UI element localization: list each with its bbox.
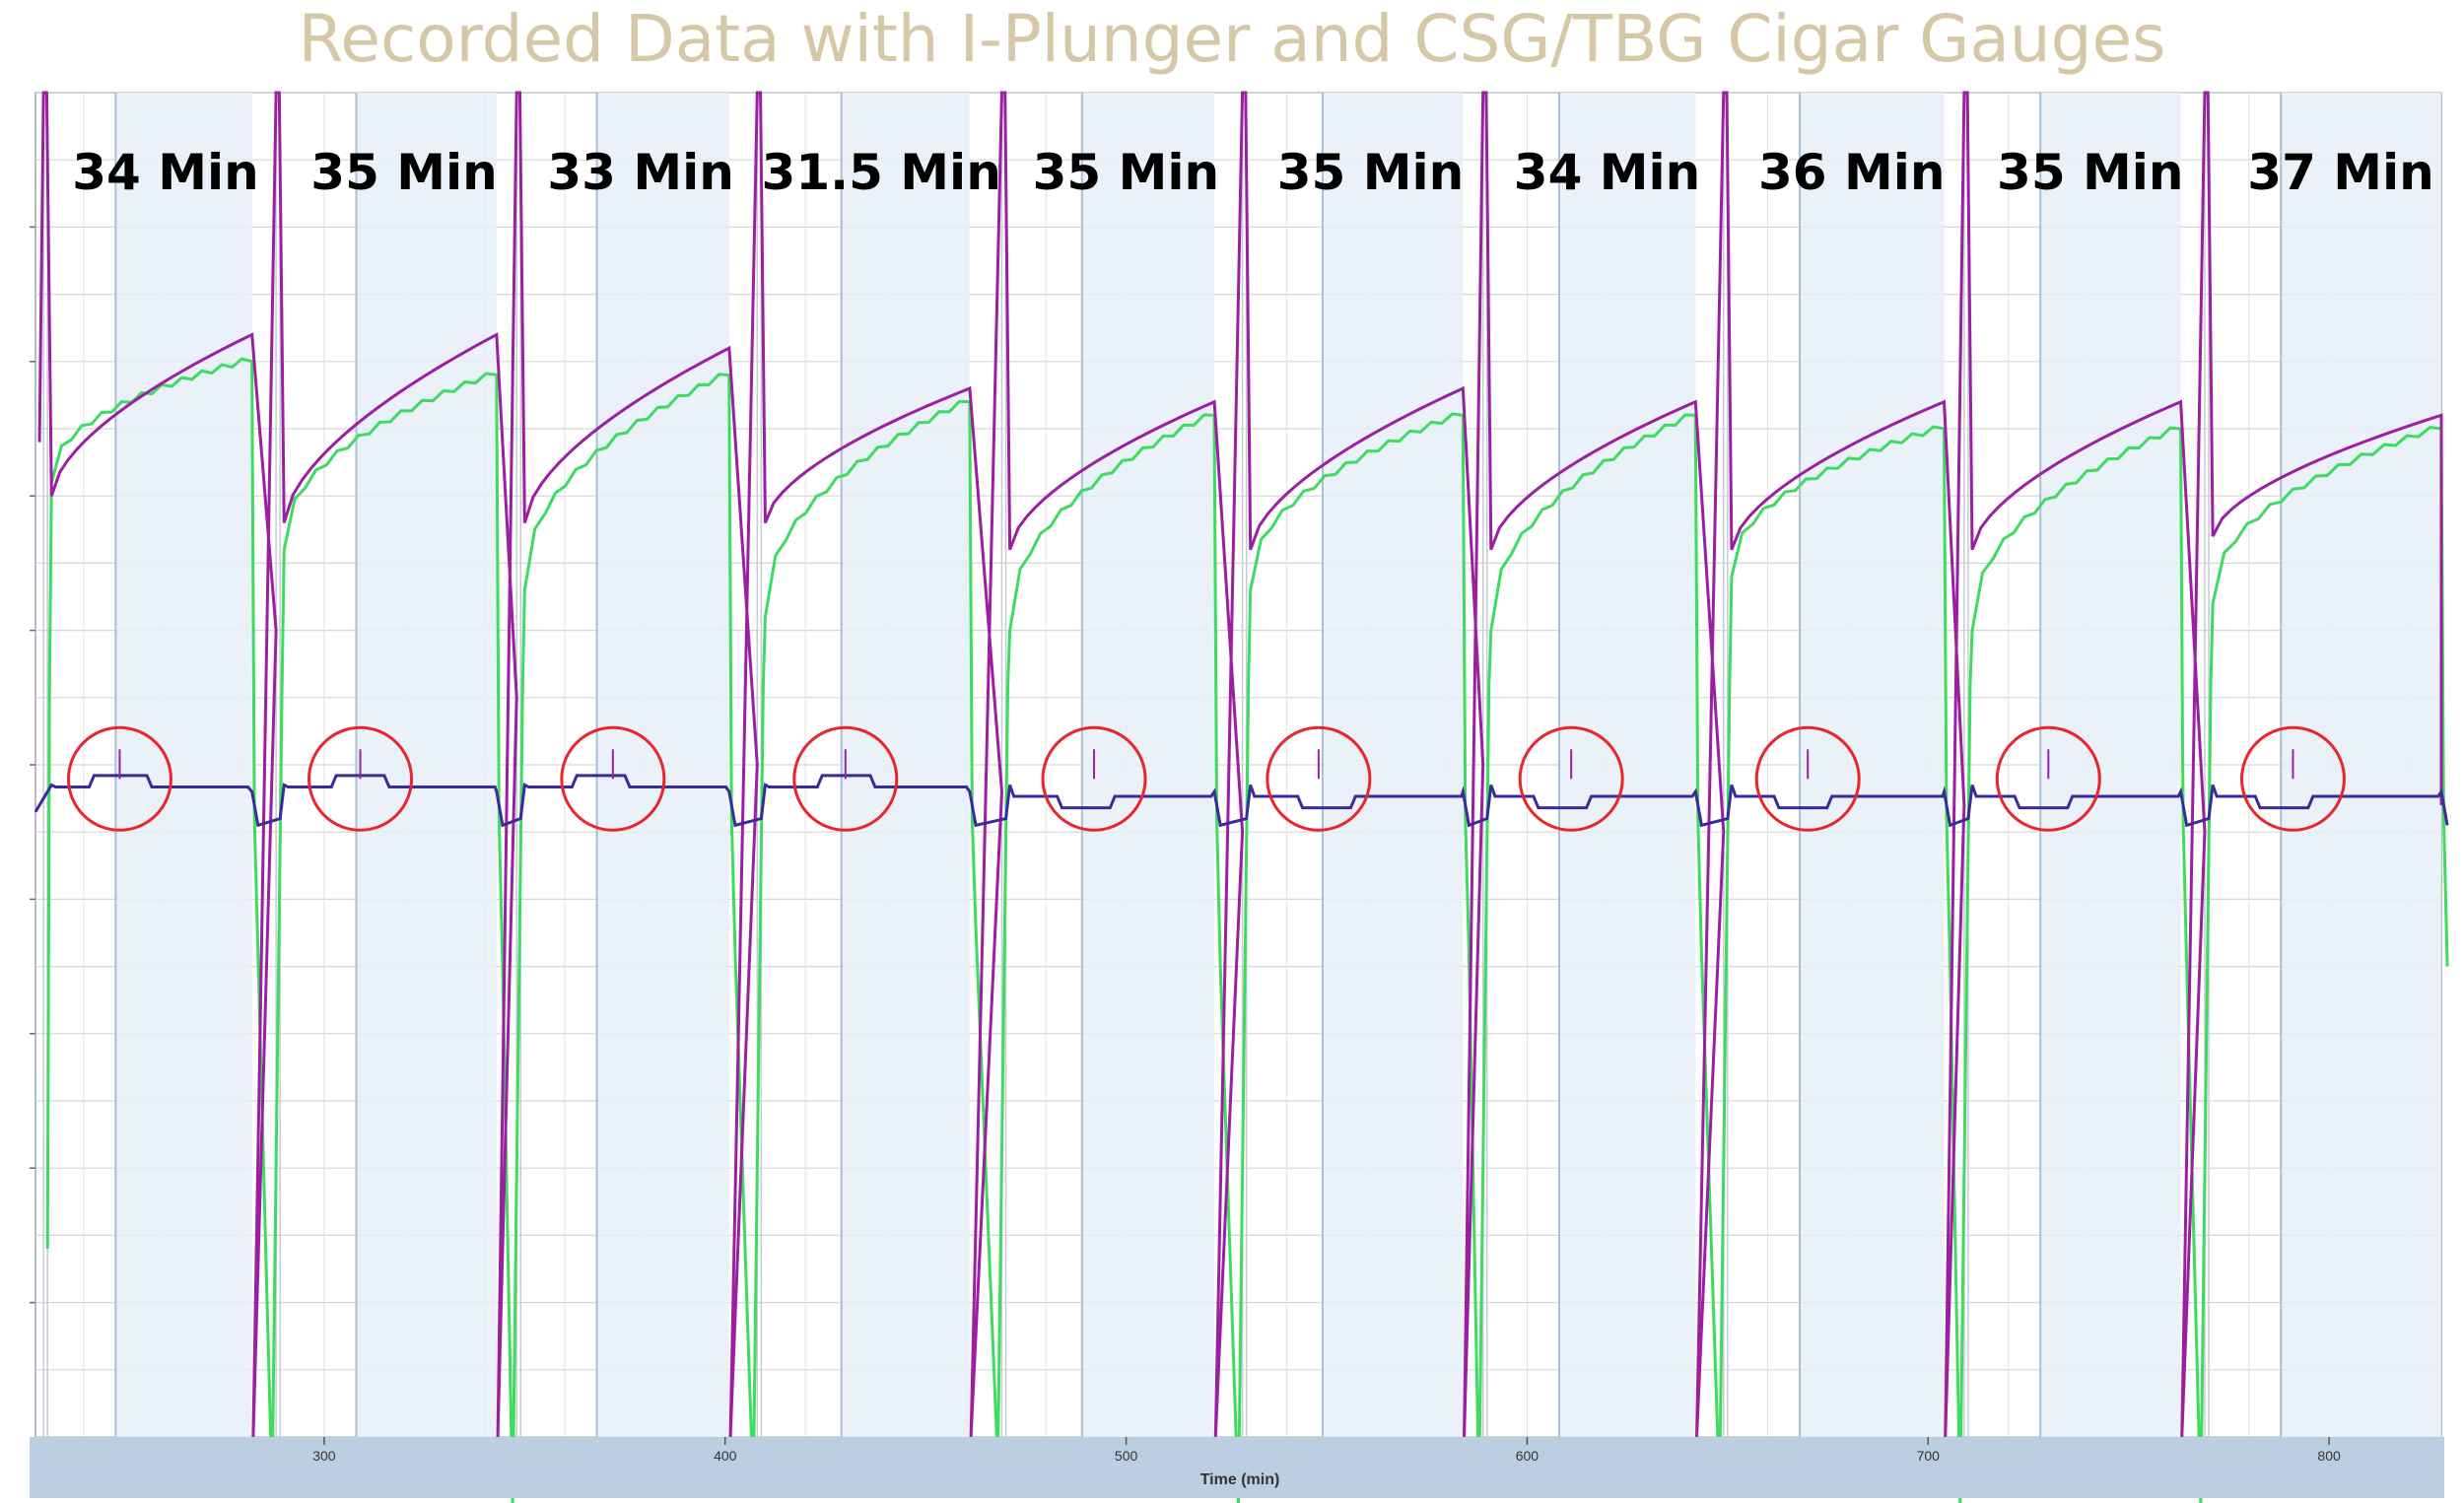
arrival-circle <box>1754 725 1861 832</box>
shaded-interval <box>1322 93 1464 1437</box>
cycle-duration-label: 34 Min <box>72 144 258 201</box>
cycle-duration-label: 36 Min <box>1758 144 1945 201</box>
arrival-circle <box>1041 725 1147 832</box>
series-line-purple <box>37 91 2443 1438</box>
x-axis-title: Time (min) <box>1200 1471 1280 1488</box>
shaded-interval <box>1558 93 1696 1437</box>
arrival-circle <box>1266 725 1372 832</box>
arrival-circle <box>560 725 666 832</box>
x-tick-label: 700 <box>1917 1448 1941 1464</box>
cycle-duration-label: 35 Min <box>1277 144 1464 201</box>
cycle-duration-label: 35 Min <box>310 144 497 201</box>
arrival-circle <box>1518 725 1624 832</box>
cycle-duration-label: 31.5 Min <box>762 144 1001 201</box>
arrival-circle <box>66 725 172 832</box>
arrival-circle <box>792 725 899 832</box>
shaded-interval <box>115 93 252 1437</box>
shaded-interval <box>356 93 497 1437</box>
cycle-duration-label: 37 Min <box>2247 144 2433 201</box>
arrival-circle <box>308 725 414 832</box>
chart-title: Recorded Data with I-Plunger and CSG/TBG… <box>298 1 2166 77</box>
cycle-duration-label: 34 Min <box>1514 144 1700 201</box>
x-tick-label: 600 <box>1516 1448 1540 1464</box>
x-tick-label: 300 <box>312 1448 336 1464</box>
cycle-duration-label: 33 Min <box>547 144 733 201</box>
cycle-duration-label: 35 Min <box>1033 144 1219 201</box>
shaded-interval <box>1081 93 1215 1437</box>
shaded-interval <box>1800 93 1945 1437</box>
shaded-interval <box>2281 93 2441 1437</box>
x-tick-label: 400 <box>714 1448 737 1464</box>
series-line-navy <box>34 774 2449 828</box>
x-tick-label: 500 <box>1115 1448 1138 1464</box>
x-axis-band <box>30 1437 2444 1498</box>
arrival-circle <box>1995 725 2101 832</box>
series-line-green <box>45 357 2449 1503</box>
shaded-interval <box>2040 93 2181 1437</box>
cycle-duration-label: 35 Min <box>1997 144 2183 201</box>
x-tick-label: 800 <box>2317 1448 2341 1464</box>
arrival-circle <box>2239 725 2346 832</box>
shaded-interval <box>841 93 970 1437</box>
